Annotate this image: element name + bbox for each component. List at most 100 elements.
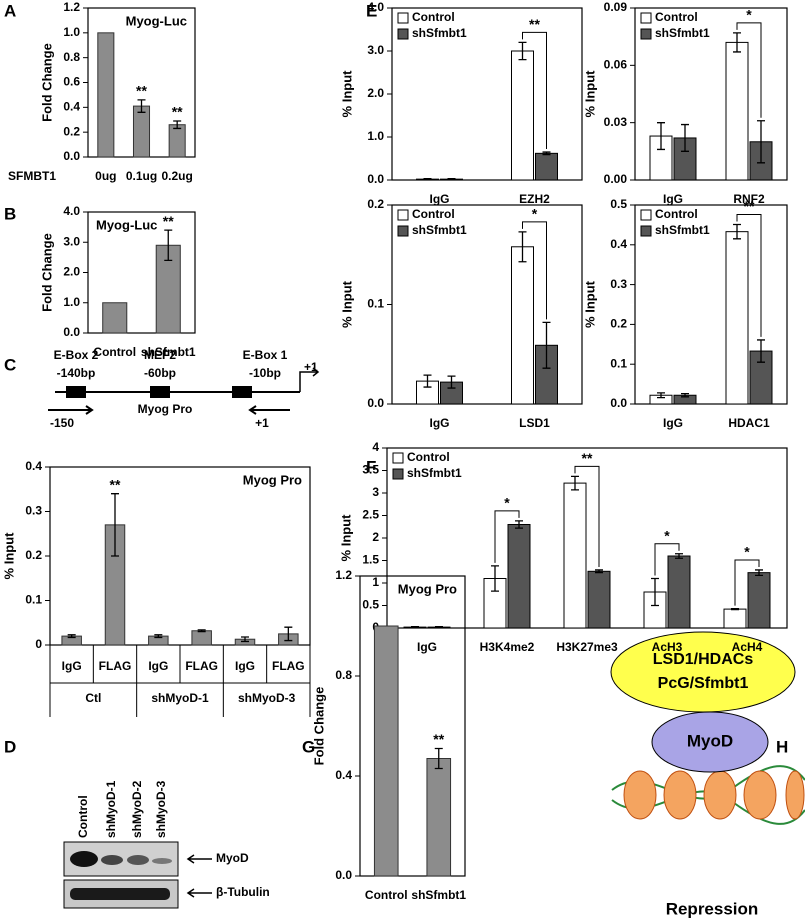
y-tick-label: 0.8 [335, 668, 352, 682]
element-box [232, 386, 252, 398]
plot-frame [634, 204, 788, 405]
chart-title: Myog Pro [243, 472, 302, 487]
y-tick-label: 2.0 [367, 86, 384, 100]
error-bar [595, 569, 603, 574]
lane-label: shMyoD-2 [130, 780, 144, 838]
bar [667, 555, 691, 629]
error-bar [518, 41, 527, 61]
y-tick-label: 0.1 [610, 356, 627, 370]
x-tick-label: IgG [417, 640, 437, 654]
nucleosome [785, 770, 805, 820]
significance: ** [172, 104, 183, 120]
x-tick-label: H3K4me2 [480, 640, 535, 654]
complex-label: PcG/Sfmbt1 [658, 675, 749, 692]
band-label: MyoD [216, 851, 249, 865]
y-tick-label: 1.0 [63, 25, 80, 39]
legend-label: Control [412, 10, 455, 24]
y-tick-label: 0.00 [604, 172, 628, 186]
plot-frame [634, 7, 788, 181]
y-axis-label: Fold Change [39, 43, 54, 122]
western-blot: Control shMyoD-1 shMyoD-2 shMyoD-3 MyoD … [63, 780, 270, 909]
error-bar [447, 178, 456, 181]
y-tick-label: 0.3 [25, 504, 42, 518]
panel-label: H [776, 737, 788, 756]
legend-swatch [640, 12, 652, 24]
significance: ** [163, 213, 174, 229]
bar [132, 105, 151, 158]
element-label: E-Box 2 [54, 348, 99, 362]
significance-bracket [494, 510, 520, 563]
y-tick-label: 0.06 [604, 58, 628, 72]
x-tick-label: Control [365, 888, 408, 902]
y-tick-label: 0.0 [335, 868, 352, 882]
bar [191, 630, 212, 646]
error-bar [571, 475, 579, 491]
x-tick-label: IgG [148, 659, 168, 673]
x-tick-label: FLAG [185, 659, 218, 673]
legend-swatch [640, 209, 652, 221]
error-bar [733, 223, 741, 240]
error-bar [284, 626, 293, 642]
significance-bracket [736, 22, 762, 118]
complex-label: LSD1/HDACs [653, 651, 754, 668]
x-tick-label: IgG [430, 192, 450, 206]
element-label: MEF2 [144, 348, 176, 362]
significance-bracket [654, 543, 680, 576]
legend-swatch [397, 209, 409, 221]
bar [511, 246, 534, 405]
band [101, 855, 123, 865]
y-tick-label: 3.0 [63, 234, 80, 248]
y-tick-label: 0.2 [63, 124, 80, 138]
error-bar [173, 120, 182, 130]
bar [723, 608, 747, 629]
y-tick-label: 2 [372, 530, 379, 544]
y-tick-label: 1.5 [362, 553, 379, 567]
y-tick-label: 0 [35, 637, 42, 651]
significance-bracket [574, 465, 600, 567]
y-tick-label: 0.2 [610, 317, 627, 331]
bar [747, 572, 771, 629]
legend-swatch [397, 28, 409, 40]
legend-swatch [640, 225, 652, 237]
band-arrow [186, 854, 212, 864]
error-bar [675, 553, 683, 559]
panel-label: B [4, 204, 16, 223]
significance: * [532, 206, 538, 222]
error-bar [164, 229, 173, 262]
x-tick-label: Control [93, 345, 136, 359]
error-bar [651, 577, 659, 607]
x-tick-label: AcH3 [652, 640, 683, 654]
y-tick-label: 4.0 [63, 204, 80, 218]
nucleosome [623, 770, 657, 820]
error-bar [67, 634, 76, 639]
error-bar [757, 120, 765, 164]
lane-label: shMyoD-1 [104, 780, 118, 838]
bar [507, 524, 531, 629]
y-tick-label: 0.4 [25, 459, 42, 473]
error-bar [515, 520, 523, 529]
x-tick-label: shSfmbt1 [141, 345, 196, 359]
y-tick-label: 0.3 [610, 277, 627, 291]
legend-swatch [392, 452, 404, 464]
panel-label: E [366, 1, 377, 20]
legend-swatch [392, 468, 404, 480]
y-tick-label: 0.03 [604, 115, 628, 129]
significance: ** [136, 83, 147, 99]
primer-arrow [248, 405, 290, 415]
y-axis-label: Fold Change [311, 687, 326, 766]
significance-bracket [522, 221, 547, 320]
y-tick-label: 0.5 [610, 197, 627, 211]
error-bar [733, 32, 741, 53]
element-label: E-Box 1 [243, 348, 288, 362]
x-tick-label: IgG [430, 416, 450, 430]
error-bar [423, 178, 432, 181]
significance-bracket [734, 559, 760, 606]
error-bar [111, 493, 119, 557]
bar [725, 231, 749, 405]
dna [611, 765, 805, 825]
y-tick-label: 3.0 [367, 43, 384, 57]
x-tick-label: H3K27me3 [556, 640, 618, 654]
y-axis-label: % Input [338, 514, 353, 562]
error-bar [154, 634, 163, 639]
panel-label: F [366, 457, 376, 476]
